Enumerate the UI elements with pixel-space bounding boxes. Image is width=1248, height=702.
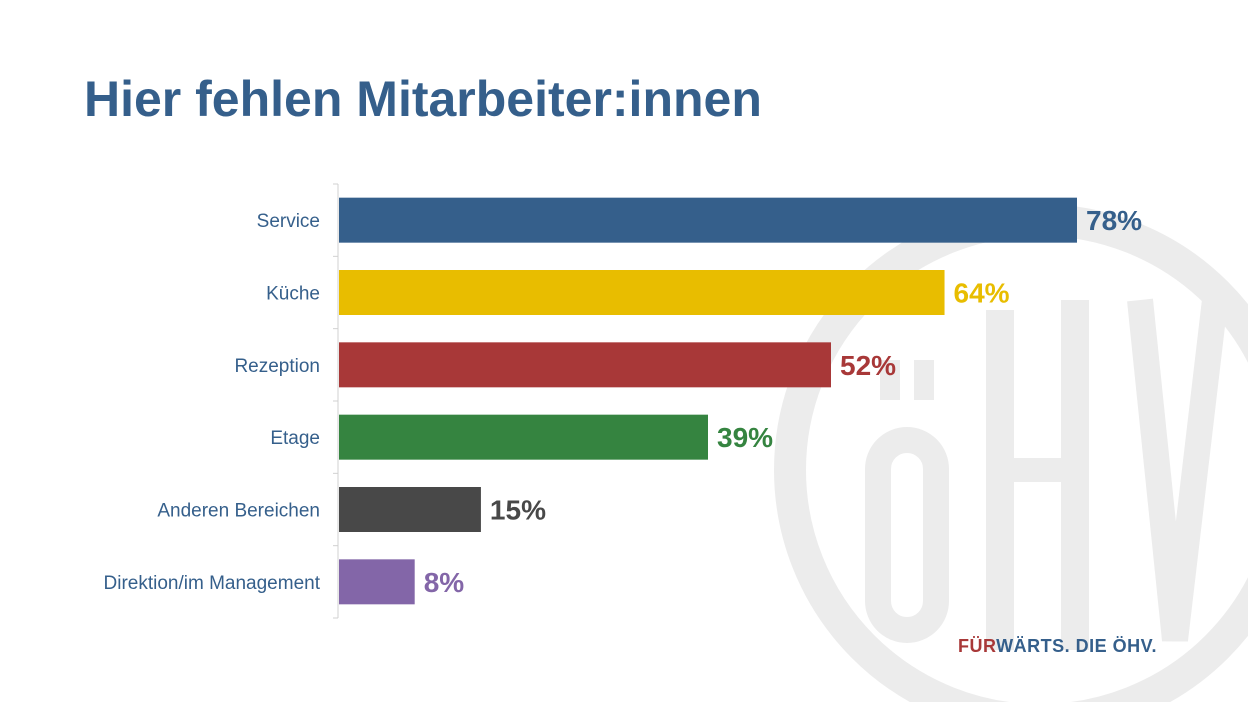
category-label: Etage bbox=[270, 428, 320, 449]
category-label: Service bbox=[257, 211, 320, 232]
value-label: 52% bbox=[840, 350, 896, 381]
category-label: Küche bbox=[266, 284, 320, 305]
value-label: 39% bbox=[717, 422, 773, 453]
bar-5 bbox=[339, 487, 481, 532]
category-label: Rezeption bbox=[234, 356, 320, 377]
category-label: Anderen Bereichen bbox=[157, 501, 320, 522]
brand-slogan-part-2: WÄRTS. DIE ÖHV. bbox=[996, 636, 1158, 656]
brand-slogan: FÜRWÄRTS. DIE ÖHV. bbox=[958, 636, 1157, 657]
category-label: Direktion/im Management bbox=[104, 573, 321, 594]
value-label: 64% bbox=[954, 278, 1010, 309]
value-label: 15% bbox=[490, 495, 546, 526]
bar-2 bbox=[339, 270, 945, 315]
page-title: Hier fehlen Mitarbeiter:innen bbox=[84, 71, 762, 127]
bar-4 bbox=[339, 414, 708, 460]
brand-slogan-part-1: FÜR bbox=[958, 636, 997, 656]
bar-6 bbox=[339, 559, 415, 605]
bar-3 bbox=[339, 342, 831, 388]
bar-1 bbox=[339, 197, 1077, 243]
value-label: 8% bbox=[424, 567, 465, 598]
value-label: 78% bbox=[1086, 205, 1142, 236]
